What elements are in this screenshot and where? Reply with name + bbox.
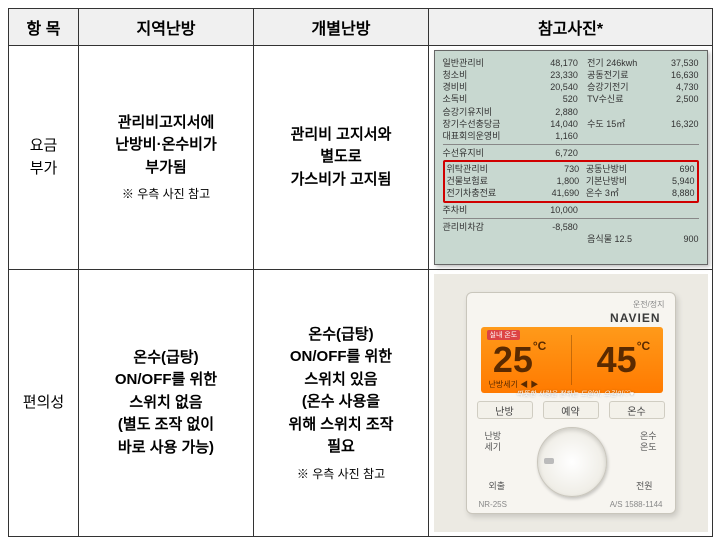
- row-fee: 요금 부가 관리비고지서에 난방비·온수비가 부가됨 ※ 우측 사진 참고 관리…: [9, 46, 713, 270]
- bill-row: 장기수선충당금14,040수도 15㎥16,320: [443, 118, 699, 130]
- row-convenience: 편의성 온수(급탕) ON/OFF를 위한 스위치 없음 (별도 조작 없이 바…: [9, 270, 713, 537]
- thermo-top-label: 운전/정지: [633, 299, 665, 310]
- cell-fee-individual: 관리비 고지서와 별도로 가스비가 고지됨: [254, 46, 429, 270]
- note-fee: ※ 우측 사진 참고: [87, 185, 245, 203]
- handwriting-overlay: 따뜻한 사랑을 전하는 도일이, 오길이♡♥: [517, 389, 634, 399]
- note-conv: ※ 우측 사진 참고: [262, 465, 420, 483]
- header-category: 항 목: [9, 9, 79, 46]
- label-water-temp: 온수온도: [640, 431, 657, 453]
- thermo-lcd: 실내 온도 25°C 45°C 난방세기 ◀ ▶: [481, 327, 663, 393]
- label-power: 전원: [636, 481, 653, 492]
- lcd-temp-water: 45°C: [597, 339, 651, 381]
- label-away: 외출: [489, 481, 506, 492]
- btn-hotwater[interactable]: 온수: [609, 401, 665, 419]
- thermostat-photo: 운전/정지 NAVIEN 실내 온도 25°C 45°C 난방세기 ◀ ▶: [434, 274, 708, 532]
- photo-bill: 일반관리비48,170전기 246kwh37,530청소비23,330공동전기료…: [429, 46, 713, 270]
- thermo-buttons: 난방 예약 온수: [477, 401, 665, 419]
- bill-row: 청소비23,330공동전기료16,630: [443, 69, 699, 81]
- thermo-dial[interactable]: [537, 427, 607, 497]
- bill-row: 수선유지비 6,720: [443, 147, 699, 159]
- lcd-divider: [571, 335, 572, 385]
- rowhead-conv: 편의성: [9, 270, 79, 537]
- thermostat-device: 운전/정지 NAVIEN 실내 온도 25°C 45°C 난방세기 ◀ ▶: [466, 292, 676, 514]
- bill-row: 일반관리비48,170전기 246kwh37,530: [443, 57, 699, 69]
- header-photo: 참고사진*: [429, 9, 713, 46]
- bill-row: 승강기유지비2,880: [443, 106, 699, 118]
- rowhead-fee: 요금 부가: [9, 46, 79, 270]
- comparison-table: 항 목 지역난방 개별난방 참고사진* 요금 부가 관리비고지서에 난방비·온수…: [8, 8, 713, 537]
- cell-conv-district: 온수(급탕) ON/OFF를 위한 스위치 없음 (별도 조작 없이 바로 사용…: [79, 270, 254, 537]
- bill-row: 경비비20,540승강기전기4,730: [443, 81, 699, 93]
- btn-reserve[interactable]: 예약: [543, 401, 599, 419]
- cell-conv-individual: 온수(급탕) ON/OFF를 위한 스위치 있음 (온수 사용을 위해 스위치 …: [254, 270, 429, 537]
- bill-highlight: 위탁관리비 730 공동난방비 690 건물보험료 1,800 기본난방비 5,…: [443, 160, 699, 202]
- header-individual: 개별난방: [254, 9, 429, 46]
- rowhead-fee-l2: 부가: [13, 158, 74, 181]
- lcd-temp-room: 25°C: [493, 339, 547, 381]
- label-heat-level: 난방세기: [485, 431, 502, 453]
- cell-fee-district: 관리비고지서에 난방비·온수비가 부가됨 ※ 우측 사진 참고: [79, 46, 254, 270]
- header-district: 지역난방: [79, 9, 254, 46]
- bill-receipt: 일반관리비48,170전기 246kwh37,530청소비23,330공동전기료…: [434, 50, 708, 265]
- rowhead-fee-l1: 요금: [13, 135, 74, 158]
- photo-thermostat: 운전/정지 NAVIEN 실내 온도 25°C 45°C 난방세기 ◀ ▶: [429, 270, 713, 537]
- model-number: NR-25S: [479, 500, 507, 509]
- bill-row: 대표회의운영비1,160: [443, 130, 699, 142]
- thermo-footer: NR-25S A/S 1588-1144: [467, 500, 675, 509]
- thermo-brand: NAVIEN: [610, 311, 660, 325]
- btn-heating[interactable]: 난방: [477, 401, 533, 419]
- bill-row: 소독비520TV수신료2,500: [443, 93, 699, 105]
- service-number: A/S 1588-1144: [610, 500, 663, 509]
